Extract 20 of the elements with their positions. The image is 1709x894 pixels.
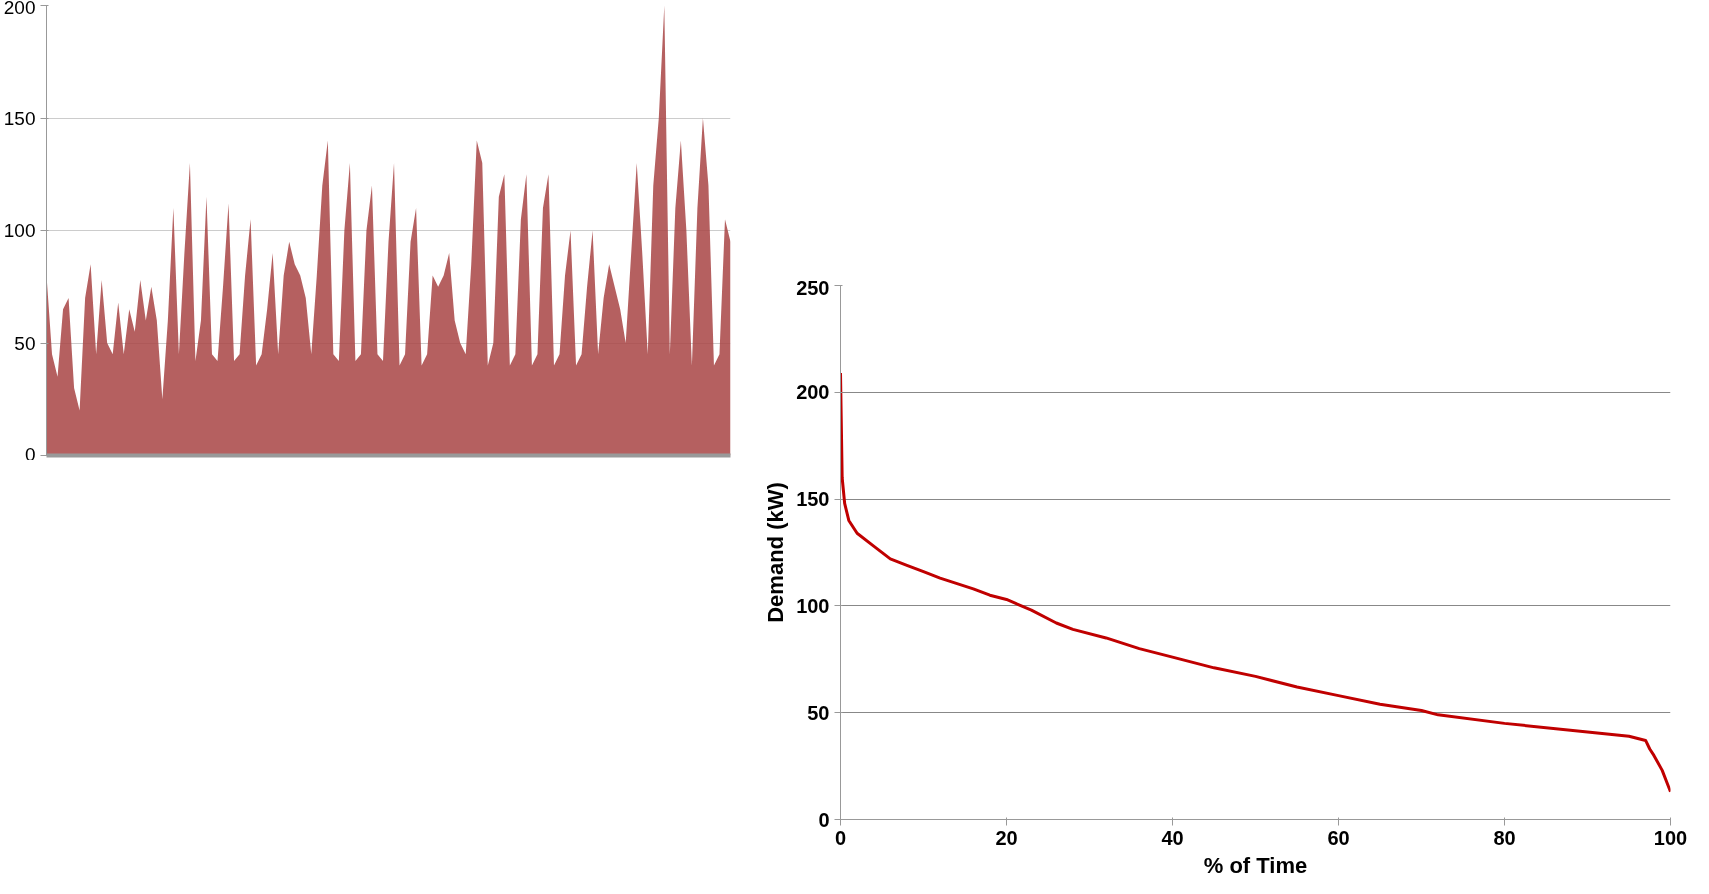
x-axis-title: % of Time [1203, 852, 1308, 878]
y-tick-label: 200 [3, 0, 36, 18]
y-tick-label: 0 [818, 808, 830, 831]
y-tick-label: 150 [796, 488, 830, 511]
x-tick-label: 100 [1653, 826, 1688, 849]
x-tick-label: 80 [1493, 826, 1516, 849]
y-tick-label: 50 [807, 701, 830, 724]
y-tick-label: 100 [796, 594, 830, 617]
x-tick-label: 60 [1327, 826, 1350, 849]
y-tick-label: 150 [3, 107, 36, 129]
y-tick-label: 0 [24, 443, 36, 465]
line-series [840, 371, 1671, 794]
y-axis-title: Demand (kW) [763, 482, 789, 623]
y-tick-label: 200 [796, 381, 830, 404]
y-tick-label: 100 [3, 220, 36, 241]
y-tick-label: 250 [796, 276, 830, 299]
x-tick-label: 40 [1161, 826, 1184, 849]
y-tick-label: 50 [14, 332, 36, 354]
x-tick-label: 0 [834, 826, 847, 849]
x-tick-label: 20 [995, 826, 1018, 849]
